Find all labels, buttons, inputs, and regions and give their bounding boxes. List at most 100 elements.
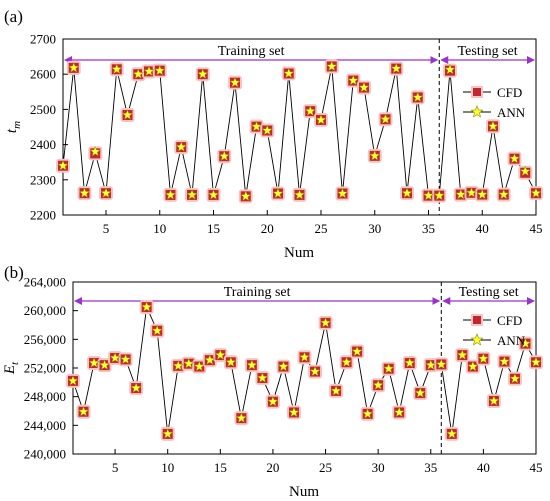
panel-a-xtick-label: 20 (261, 221, 274, 236)
panel-a-xlabel: Num (284, 245, 314, 261)
panel-b-ticks: 240,000 244,000 248,000 252,000 256,000 260,0… (24, 275, 543, 476)
panel-b-ann-point (467, 360, 479, 372)
panel-a-ylabel-sub: m (11, 121, 23, 129)
panel-b-xtick-label: 35 (424, 460, 437, 475)
panel-a-ann-point (272, 187, 284, 199)
panel-a-ann-point (379, 113, 392, 125)
panel-b-legend: CFD ANN (463, 313, 526, 348)
panel-a-ann-point (498, 188, 510, 200)
panel-b-legend-cfd-label: CFD (497, 313, 522, 328)
panel-a-ytick-label: 2400 (30, 137, 56, 152)
panel-a-xtick-label: 30 (368, 221, 381, 236)
panel-a-ann-point (315, 114, 327, 125)
panel-a-ann-point (164, 189, 177, 200)
panel-b-ann-point (288, 406, 300, 418)
panel-b-ann-point (519, 337, 532, 349)
panel-b-ytick-label: 248,000 (24, 389, 66, 404)
panel-a-legend-cfd-marker (471, 86, 483, 98)
panel-b-ann-point (246, 359, 258, 370)
panel-b-ytick-label: 256,000 (24, 332, 66, 347)
panel-b-training-label: Training set (224, 285, 291, 300)
panel-b-ann-point (204, 354, 216, 365)
panel-b-ann-point (456, 349, 468, 360)
panel-a-ann-point (121, 109, 134, 120)
panel-b-ann-point (383, 362, 395, 374)
panel-a-testing-label: Testing set (458, 44, 518, 59)
panel-b-testing-label: Testing set (459, 285, 519, 300)
panel-a-ann-point (229, 76, 241, 88)
panel-b-ann-point (414, 387, 426, 398)
panel-b-ann-point (172, 359, 184, 371)
panel-a-ann-point (433, 189, 445, 201)
panel-a-ann-point (336, 187, 349, 199)
panel-a-ann-point (154, 64, 166, 76)
panel-b-ann-point (509, 372, 521, 384)
panel-b-ann-point (98, 359, 111, 370)
panel-b-ann-point (498, 355, 511, 367)
panel-a-ann-point (519, 165, 531, 177)
panel-a-ann-point (293, 189, 306, 200)
panel-a-ann-point (186, 189, 198, 200)
panel-a-chart: (a) tm Num 2200 2300 2400 2500 2600 2700 5 10 15… (4, 7, 543, 261)
panel-a-xtick-label: 15 (207, 221, 220, 236)
panel-b-ann-point (235, 412, 247, 423)
panel-a-plot-frame (62, 38, 537, 216)
panel-b-ann-point (162, 428, 174, 439)
panel-b-ann-point (88, 357, 100, 368)
panel-a-ann-point (143, 65, 155, 77)
panel-a-xtick-label: 35 (422, 221, 435, 236)
panel-a-xtick-label: 25 (315, 221, 328, 236)
panel-a-ann-point (240, 190, 252, 202)
panel-b-ylabel-sub: t (9, 361, 21, 365)
panel-b-ann-point (77, 405, 90, 417)
panel-a-ann-point (78, 187, 91, 198)
panel-b-ann-point (214, 349, 226, 360)
panel-b-ann-point (404, 357, 416, 368)
panel-a-ann-point (175, 141, 187, 152)
panel-b-xlabel: Num (289, 484, 319, 500)
panel-a-series-line (62, 66, 537, 197)
panel-b-ann-point (67, 374, 79, 386)
panel-b-ytick-label: 252,000 (24, 361, 66, 376)
panel-b-xtick-label: 10 (161, 460, 174, 475)
panel-a-ytick-label: 2200 (30, 208, 56, 223)
panel-b-ann-point (351, 345, 363, 357)
panel-a-ann-point (68, 61, 80, 73)
panel-b-ann-point (319, 316, 332, 328)
panel-b-ann-point (109, 352, 121, 363)
panel-a-ann-point (390, 62, 402, 74)
panel-a-legend-ann-label: ANN (497, 105, 526, 120)
panel-b-ann-point (477, 352, 490, 364)
panel-b-ann-point (130, 382, 142, 393)
panel-b-ann-point (340, 356, 353, 368)
panel-a-ann-point (369, 149, 381, 161)
panel-a-ann-point (358, 81, 370, 93)
panel-a-ann-point (283, 67, 295, 79)
panel-b-ann-point (183, 357, 195, 369)
panel-b-xtick-label: 45 (530, 460, 543, 475)
panel-a-series (56, 59, 543, 204)
panel-a-regions: Training set Testing set (64, 39, 535, 215)
panel-a-ann-point (197, 68, 209, 79)
panel-b-xtick-label: 25 (319, 460, 332, 475)
panel-a-legend: CFD ANN (463, 85, 526, 120)
panel-b-ytick-label: 264,000 (24, 275, 66, 290)
panel-a-xtick-label: 45 (530, 221, 543, 236)
panel-a-ytick-label: 2700 (30, 32, 56, 47)
panel-b-tag: (b) (4, 263, 24, 282)
panel-b-xtick-label: 30 (372, 460, 385, 475)
panel-b-ann-point (530, 356, 542, 368)
panel-a-ann-point (326, 60, 338, 72)
panel-b-ann-point (435, 358, 447, 370)
panel-b-xtick-label: 5 (112, 460, 119, 475)
panel-a-ann-point (401, 187, 413, 198)
panel-b-xtick-label: 40 (477, 460, 490, 475)
panel-b-chart: (b) Et Num 240,000244,000248,000252,0002… (2, 263, 543, 500)
panel-b-ann-point (256, 372, 269, 383)
panel-b-ann-point (372, 379, 384, 390)
panel-a-ylabel-main: t (4, 128, 20, 133)
panel-b-ann-point (141, 301, 153, 312)
panel-b-series (66, 300, 543, 441)
panel-b-ann-point (330, 385, 342, 396)
panel-a-ann-point (132, 68, 144, 79)
